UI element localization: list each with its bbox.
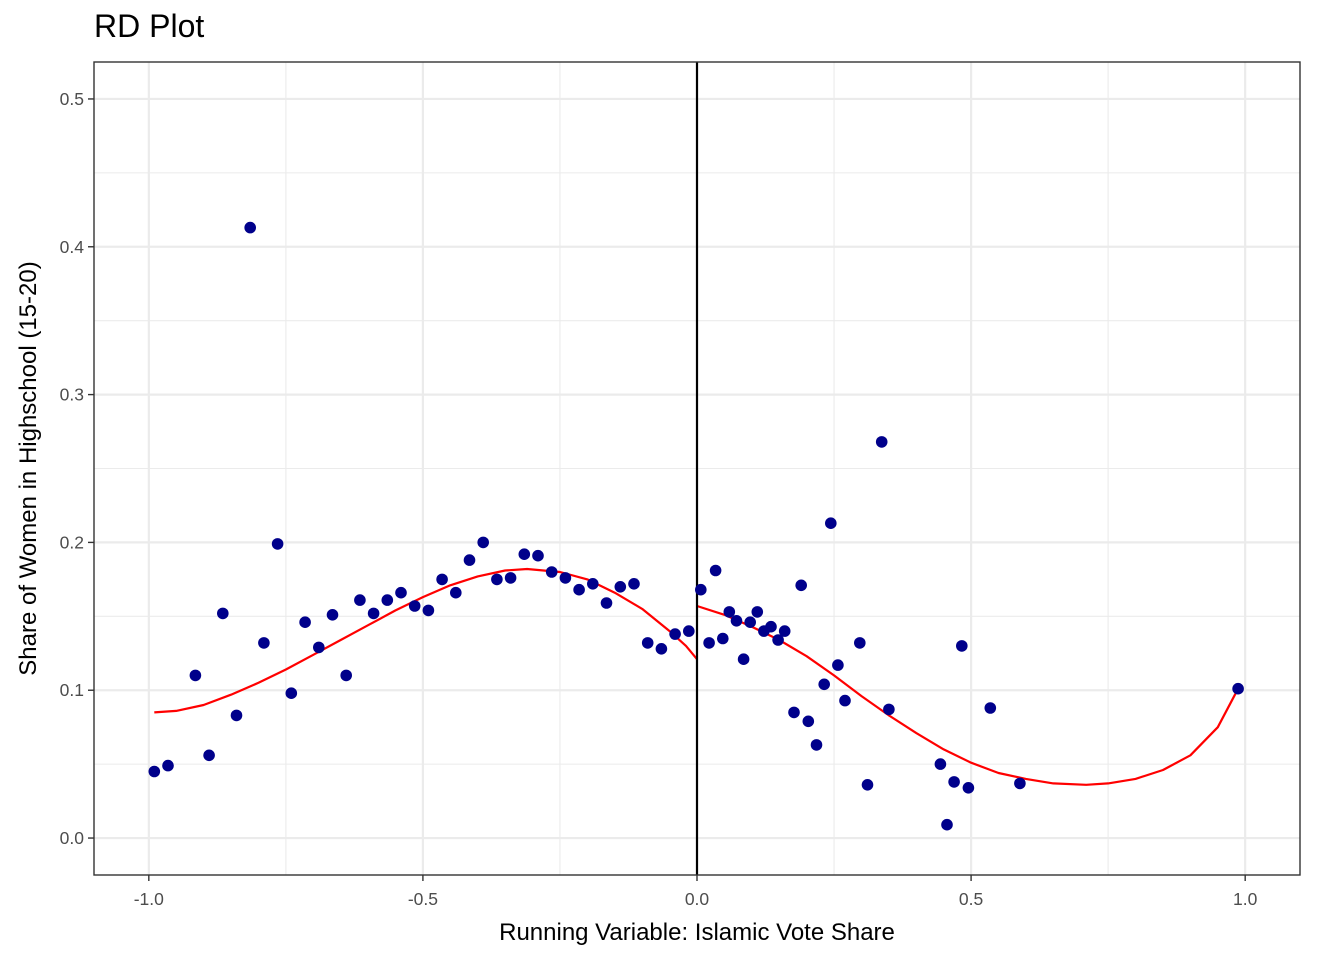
data-point bbox=[703, 637, 715, 649]
data-point bbox=[491, 573, 503, 586]
data-point bbox=[883, 703, 895, 716]
data-point bbox=[436, 573, 448, 586]
y-axis-title: Share of Women in Highschool (15-20) bbox=[15, 261, 42, 675]
data-point bbox=[614, 581, 627, 593]
data-point bbox=[875, 436, 888, 448]
y-tick-label: 0.2 bbox=[60, 532, 84, 552]
data-point bbox=[934, 758, 947, 770]
data-point bbox=[148, 765, 161, 778]
data-point bbox=[244, 221, 256, 234]
data-point bbox=[450, 586, 462, 599]
data-point bbox=[299, 616, 311, 628]
data-point bbox=[737, 653, 750, 665]
data-point bbox=[628, 578, 640, 590]
data-point bbox=[839, 694, 851, 707]
data-point bbox=[340, 669, 353, 682]
data-point bbox=[695, 583, 707, 596]
data-point bbox=[189, 669, 202, 682]
y-tick-label: 0.1 bbox=[60, 680, 84, 700]
data-point bbox=[772, 634, 784, 646]
data-point bbox=[230, 709, 243, 722]
x-tick-label: -0.5 bbox=[408, 889, 438, 909]
data-point bbox=[765, 620, 777, 633]
data-point bbox=[655, 643, 668, 655]
data-point bbox=[217, 607, 229, 620]
data-point bbox=[258, 637, 270, 649]
data-point bbox=[854, 637, 866, 649]
data-point bbox=[717, 632, 729, 645]
data-point bbox=[948, 776, 960, 788]
data-point bbox=[203, 749, 215, 762]
fit-curve-left bbox=[154, 567, 698, 714]
data-point bbox=[818, 678, 830, 691]
chart-title: RD Plot bbox=[94, 8, 205, 44]
fit-curve-right bbox=[696, 604, 1240, 786]
data-point bbox=[381, 594, 394, 606]
data-point bbox=[271, 538, 284, 550]
x-tick-label: 1.0 bbox=[1233, 889, 1258, 909]
data-point bbox=[463, 554, 476, 566]
y-tick-label: 0.3 bbox=[60, 385, 84, 405]
data-point bbox=[354, 594, 366, 606]
data-point bbox=[723, 606, 736, 618]
data-point bbox=[778, 625, 791, 637]
fit-curves bbox=[154, 567, 1240, 786]
y-tick-label: 0.5 bbox=[60, 89, 84, 109]
data-point bbox=[956, 640, 968, 652]
data-points bbox=[148, 221, 1244, 831]
data-point bbox=[744, 616, 756, 628]
data-point bbox=[751, 606, 764, 618]
data-point bbox=[573, 583, 585, 596]
data-point bbox=[285, 687, 298, 699]
data-point bbox=[559, 572, 572, 584]
y-tick-label: 0.0 bbox=[60, 828, 85, 848]
data-point bbox=[545, 566, 558, 578]
data-point bbox=[825, 517, 837, 529]
data-point bbox=[477, 536, 490, 549]
data-point bbox=[788, 706, 800, 719]
data-point bbox=[532, 549, 544, 562]
data-point bbox=[802, 715, 815, 728]
data-point bbox=[162, 759, 174, 772]
data-point bbox=[587, 578, 599, 590]
x-tick-label: 0.0 bbox=[685, 889, 710, 909]
data-point bbox=[395, 586, 407, 599]
y-axis-ticks: 0.0 0.1 0.2 0.3 0.4 0.5 bbox=[60, 89, 94, 848]
data-point bbox=[641, 637, 654, 649]
x-tick-label: 0.5 bbox=[959, 889, 983, 909]
data-point bbox=[941, 818, 953, 831]
data-point bbox=[422, 604, 435, 617]
data-point bbox=[810, 739, 823, 751]
data-point bbox=[313, 641, 325, 654]
data-point bbox=[984, 702, 997, 714]
data-point bbox=[669, 628, 681, 640]
data-point bbox=[367, 607, 380, 620]
data-point bbox=[504, 572, 517, 584]
data-point bbox=[795, 579, 807, 592]
data-point bbox=[600, 597, 613, 609]
data-point bbox=[1014, 777, 1026, 790]
x-axis-title: Running Variable: Islamic Vote Share bbox=[499, 919, 895, 946]
data-point bbox=[683, 625, 695, 637]
data-point bbox=[730, 615, 743, 627]
x-axis-ticks: -1.0 -0.5 0.0 0.5 1.0 bbox=[134, 875, 1258, 909]
data-point bbox=[326, 609, 339, 621]
data-point bbox=[1232, 682, 1244, 695]
x-tick-label: -1.0 bbox=[134, 889, 164, 909]
data-point bbox=[832, 659, 844, 671]
data-point bbox=[518, 548, 531, 560]
data-point bbox=[861, 779, 874, 791]
data-point bbox=[408, 600, 421, 612]
y-tick-label: 0.4 bbox=[60, 237, 85, 257]
data-point bbox=[709, 564, 722, 577]
data-point bbox=[962, 782, 975, 794]
